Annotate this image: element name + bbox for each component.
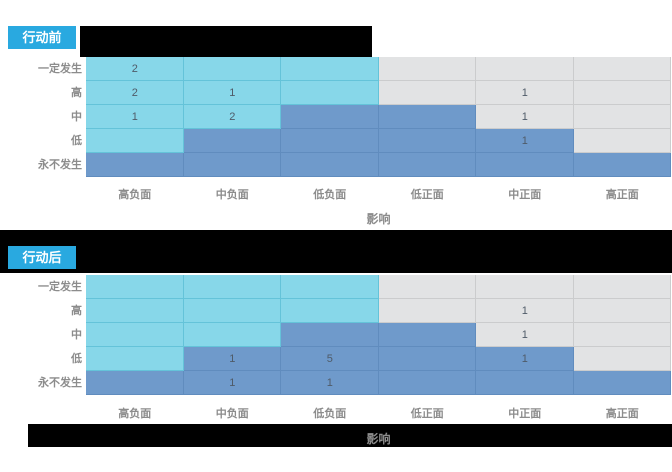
matrix-cell: [573, 371, 671, 395]
row-label: 永不发生: [38, 377, 82, 389]
matrix-cell: [183, 57, 281, 81]
matrix-cell: 1: [183, 371, 281, 395]
matrix-cell: [281, 81, 379, 105]
row-labels: 一定发生高中低永不发生: [0, 57, 82, 177]
matrix-cell: [86, 129, 184, 153]
x-axis-title: 影响: [366, 212, 391, 226]
matrix-cell: [183, 275, 281, 299]
matrix-cell: [573, 57, 671, 81]
matrix-cell: 1: [476, 81, 574, 105]
col-label: 低正面: [410, 189, 444, 201]
matrix-cell: [86, 275, 184, 299]
matrix-cell: [573, 153, 671, 177]
matrix-cell: [86, 299, 184, 323]
matrix-cell: [476, 57, 574, 81]
matrix-cell: [86, 371, 184, 395]
matrix-cell: [573, 323, 671, 347]
matrix-cell: 1: [476, 299, 574, 323]
matrix-cell: [281, 57, 379, 81]
row-label: 低: [71, 353, 82, 365]
matrix-cell: [281, 129, 379, 153]
matrix-cell: [281, 275, 379, 299]
matrix-cell: [183, 299, 281, 323]
matrix-cell: [378, 153, 476, 177]
matrix-cell: [573, 105, 671, 129]
col-label: 高负面: [118, 408, 152, 420]
matrix-cell: [86, 323, 184, 347]
matrix-cell: 1: [183, 81, 281, 105]
col-label: 高正面: [605, 189, 639, 201]
matrix-cell: 2: [183, 105, 281, 129]
matrix-cell: [378, 299, 476, 323]
matrix-cell: 2: [86, 81, 184, 105]
section-tag-after: 行动后: [8, 246, 76, 269]
row-label: 中: [71, 111, 82, 123]
row-label: 永不发生: [38, 159, 82, 171]
col-label: 中负面: [215, 189, 249, 201]
redacted-title-block: [80, 26, 372, 57]
matrix-cell: [183, 323, 281, 347]
matrix-cell: [86, 347, 184, 371]
matrix-cell: [573, 347, 671, 371]
matrix-cell: [281, 323, 379, 347]
matrix-cell: [378, 105, 476, 129]
matrix-cell: [573, 129, 671, 153]
col-label: 低负面: [313, 408, 347, 420]
matrix-cell: [281, 299, 379, 323]
matrix-cell: 1: [281, 371, 379, 395]
matrix-cell: 1: [476, 129, 574, 153]
matrix-cell: [183, 153, 281, 177]
matrix-cell: 1: [183, 347, 281, 371]
redacted-divider-block: [0, 230, 672, 273]
matrix-cell: [183, 129, 281, 153]
matrix-cell: [281, 153, 379, 177]
col-labels: 高负面 中负面 低负面 低正面 中正面 高正面: [86, 405, 671, 421]
col-label: 低负面: [313, 189, 347, 201]
row-label: 一定发生: [38, 63, 82, 75]
matrix-cell: [573, 81, 671, 105]
matrix-cell: [281, 105, 379, 129]
row-label: 中: [71, 329, 82, 341]
matrix-cell: 1: [476, 347, 574, 371]
matrix-cell: 1: [86, 105, 184, 129]
matrix-cell: [378, 57, 476, 81]
col-label: 中正面: [508, 189, 542, 201]
matrix-cell: 1: [476, 323, 574, 347]
col-labels: 高负面 中负面 低负面 低正面 中正面 高正面: [86, 186, 671, 202]
x-axis-title: 影响: [366, 432, 391, 446]
matrix-cell: [378, 347, 476, 371]
row-label: 低: [71, 135, 82, 147]
row-label: 高: [71, 87, 82, 99]
row-labels: 一定发生高中低永不发生: [0, 275, 82, 395]
matrix-cell: [378, 129, 476, 153]
matrix-cell: [378, 371, 476, 395]
matrix-cell: 2: [86, 57, 184, 81]
section-tag-before: 行动前: [8, 26, 76, 49]
redacted-footer-block: [28, 424, 672, 447]
matrix-cell: [573, 275, 671, 299]
matrix-cell: [378, 275, 476, 299]
matrix-cell: [476, 153, 574, 177]
matrix-cell: 1: [476, 105, 574, 129]
matrix-cell: [378, 81, 476, 105]
col-label: 中负面: [215, 408, 249, 420]
matrix-cell: [86, 153, 184, 177]
matrix-cell: 5: [281, 347, 379, 371]
row-label: 一定发生: [38, 281, 82, 293]
col-label: 中正面: [508, 408, 542, 420]
matrix-cell: [476, 371, 574, 395]
col-label: 高负面: [118, 189, 152, 201]
col-label: 高正面: [605, 408, 639, 420]
row-label: 高: [71, 305, 82, 317]
matrix-cell: [378, 323, 476, 347]
col-label: 低正面: [410, 408, 444, 420]
matrix-cell: [573, 299, 671, 323]
matrix-cell: [476, 275, 574, 299]
